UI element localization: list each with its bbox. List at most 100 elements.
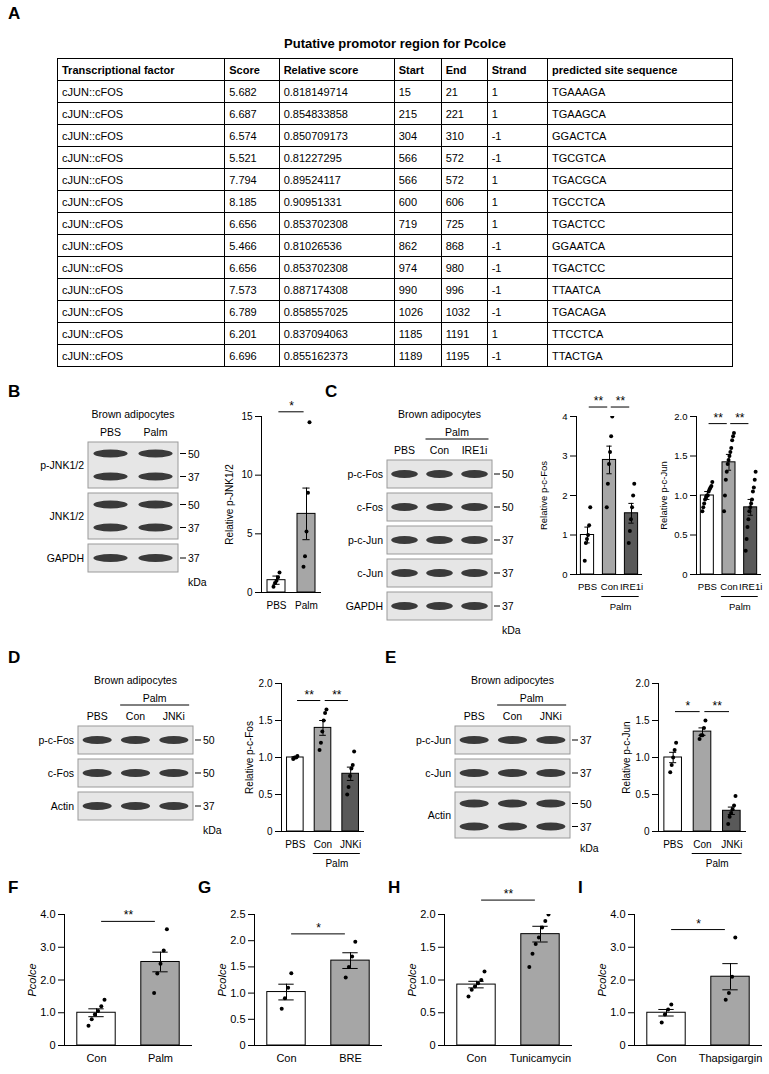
svg-text:Con: Con (503, 710, 522, 722)
svg-text:Palm: Palm (445, 426, 469, 438)
svg-text:Brown adipocytes: Brown adipocytes (471, 674, 554, 686)
svg-text:Palm: Palm (325, 858, 348, 869)
svg-text:2.0: 2.0 (420, 908, 435, 920)
svg-text:0.5: 0.5 (636, 789, 650, 800)
svg-text:PBS: PBS (464, 710, 485, 722)
svg-text:Con: Con (601, 581, 618, 592)
svg-text:p-c-Jun: p-c-Jun (348, 534, 383, 546)
svg-text:Palm: Palm (610, 601, 632, 612)
svg-text:Actin: Actin (428, 809, 452, 821)
svg-text:3.0: 3.0 (40, 941, 55, 953)
svg-text:37: 37 (188, 471, 200, 483)
svg-text:*: * (316, 921, 321, 935)
svg-text:5: 5 (247, 528, 253, 539)
svg-text:Palm: Palm (729, 601, 751, 612)
svg-text:37: 37 (580, 734, 592, 746)
svg-text:PBS: PBS (698, 581, 717, 592)
svg-text:1.5: 1.5 (636, 715, 650, 726)
svg-text:*: * (289, 399, 294, 413)
svg-text:Palm: Palm (143, 692, 167, 704)
svg-text:Con: Con (656, 1052, 676, 1064)
svg-text:c-Fos: c-Fos (357, 501, 383, 513)
svg-text:4: 4 (562, 411, 567, 422)
svg-text:**: ** (304, 688, 314, 702)
svg-text:37: 37 (580, 821, 592, 833)
svg-text:PBS: PBS (394, 444, 415, 456)
svg-text:0.5: 0.5 (259, 789, 273, 800)
svg-text:1.5: 1.5 (230, 960, 245, 972)
svg-text:1.0: 1.0 (259, 752, 273, 763)
svg-text:2.0: 2.0 (674, 411, 687, 422)
svg-text:Thapsigargin: Thapsigargin (699, 1052, 763, 1064)
svg-text:37: 37 (203, 800, 215, 812)
svg-text:50: 50 (502, 468, 514, 480)
svg-text:50: 50 (188, 499, 200, 511)
svg-text:3.0: 3.0 (610, 941, 625, 953)
svg-text:*: * (696, 917, 701, 931)
svg-text:kDa: kDa (502, 624, 521, 636)
svg-text:Pcolce: Pcolce (596, 963, 608, 996)
svg-text:Con: Con (720, 581, 737, 592)
svg-text:50: 50 (580, 798, 592, 810)
svg-text:0: 0 (644, 826, 650, 837)
svg-text:PBS: PBS (100, 426, 121, 438)
svg-text:IRE1i: IRE1i (462, 444, 488, 456)
svg-text:**: ** (124, 908, 134, 922)
svg-text:0: 0 (49, 1039, 55, 1051)
svg-text:GAPDH: GAPDH (47, 552, 84, 564)
svg-text:37: 37 (502, 600, 514, 612)
svg-text:p-JNK1/2: p-JNK1/2 (40, 459, 84, 471)
svg-text:kDa: kDa (580, 842, 599, 854)
svg-text:10: 10 (241, 469, 253, 480)
svg-text:3: 3 (562, 450, 567, 461)
svg-text:Relative p-c-Jun: Relative p-c-Jun (621, 721, 632, 793)
svg-text:1.0: 1.0 (610, 1006, 625, 1018)
svg-text:4.0: 4.0 (610, 908, 625, 920)
svg-text:*: * (685, 699, 690, 713)
svg-text:Con: Con (430, 444, 449, 456)
svg-text:2: 2 (562, 490, 567, 501)
svg-text:Con: Con (693, 839, 711, 850)
svg-text:Tunicamycin: Tunicamycin (510, 1052, 571, 1064)
svg-text:0: 0 (267, 826, 273, 837)
svg-text:37: 37 (502, 567, 514, 579)
svg-text:37: 37 (580, 767, 592, 779)
svg-text:PBS: PBS (266, 600, 286, 611)
svg-text:Relative p-JNK1/2: Relative p-JNK1/2 (224, 464, 235, 545)
svg-text:Con: Con (314, 839, 332, 850)
svg-text:50: 50 (203, 767, 215, 779)
svg-text:**: ** (332, 688, 342, 702)
svg-text:Relative p-c-Jun: Relative p-c-Jun (658, 461, 669, 530)
svg-text:**: ** (713, 411, 723, 425)
svg-text:Con: Con (86, 1052, 106, 1064)
svg-text:0: 0 (619, 1039, 625, 1051)
svg-text:Relative p-c-Fos: Relative p-c-Fos (538, 461, 549, 530)
svg-text:1.0: 1.0 (230, 987, 245, 999)
svg-text:0.5: 0.5 (420, 1006, 435, 1018)
svg-text:Palm: Palm (144, 426, 168, 438)
svg-text:0: 0 (239, 1039, 245, 1051)
svg-text:1.5: 1.5 (420, 941, 435, 953)
svg-text:PBS: PBS (663, 839, 683, 850)
svg-text:Palm: Palm (295, 600, 318, 611)
svg-text:37: 37 (502, 534, 514, 546)
svg-text:PBS: PBS (285, 839, 305, 850)
svg-text:GAPDH: GAPDH (346, 600, 383, 612)
svg-text:1.0: 1.0 (674, 490, 687, 501)
svg-text:1.0: 1.0 (420, 974, 435, 986)
svg-text:Palm: Palm (706, 858, 729, 869)
svg-text:37: 37 (188, 522, 200, 534)
svg-text:JNKi: JNKi (721, 839, 742, 850)
svg-text:**: ** (616, 394, 626, 408)
svg-text:**: ** (594, 394, 604, 408)
svg-text:2.0: 2.0 (230, 934, 245, 946)
svg-text:p-c-Fos: p-c-Fos (38, 734, 74, 746)
svg-text:Pcolce: Pcolce (406, 963, 418, 996)
svg-text:kDa: kDa (188, 576, 207, 588)
svg-text:IRE1i: IRE1i (620, 581, 643, 592)
svg-text:50: 50 (502, 501, 514, 513)
svg-text:2.0: 2.0 (259, 678, 273, 689)
svg-text:50: 50 (188, 448, 200, 460)
svg-text:0: 0 (247, 587, 253, 598)
svg-text:PBS: PBS (578, 581, 597, 592)
